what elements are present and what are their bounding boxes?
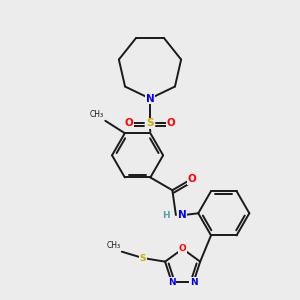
Text: N: N — [146, 94, 154, 103]
Text: S: S — [140, 254, 146, 262]
Text: N: N — [168, 278, 176, 287]
Text: H: H — [162, 211, 170, 220]
Text: N: N — [190, 278, 197, 287]
Text: N: N — [178, 210, 187, 220]
Text: O: O — [179, 244, 187, 253]
Text: CH₃: CH₃ — [90, 110, 104, 119]
Text: S: S — [146, 118, 154, 128]
Text: O: O — [124, 118, 133, 128]
Text: CH₃: CH₃ — [106, 241, 120, 250]
Text: O: O — [167, 118, 176, 128]
Text: O: O — [188, 174, 196, 184]
